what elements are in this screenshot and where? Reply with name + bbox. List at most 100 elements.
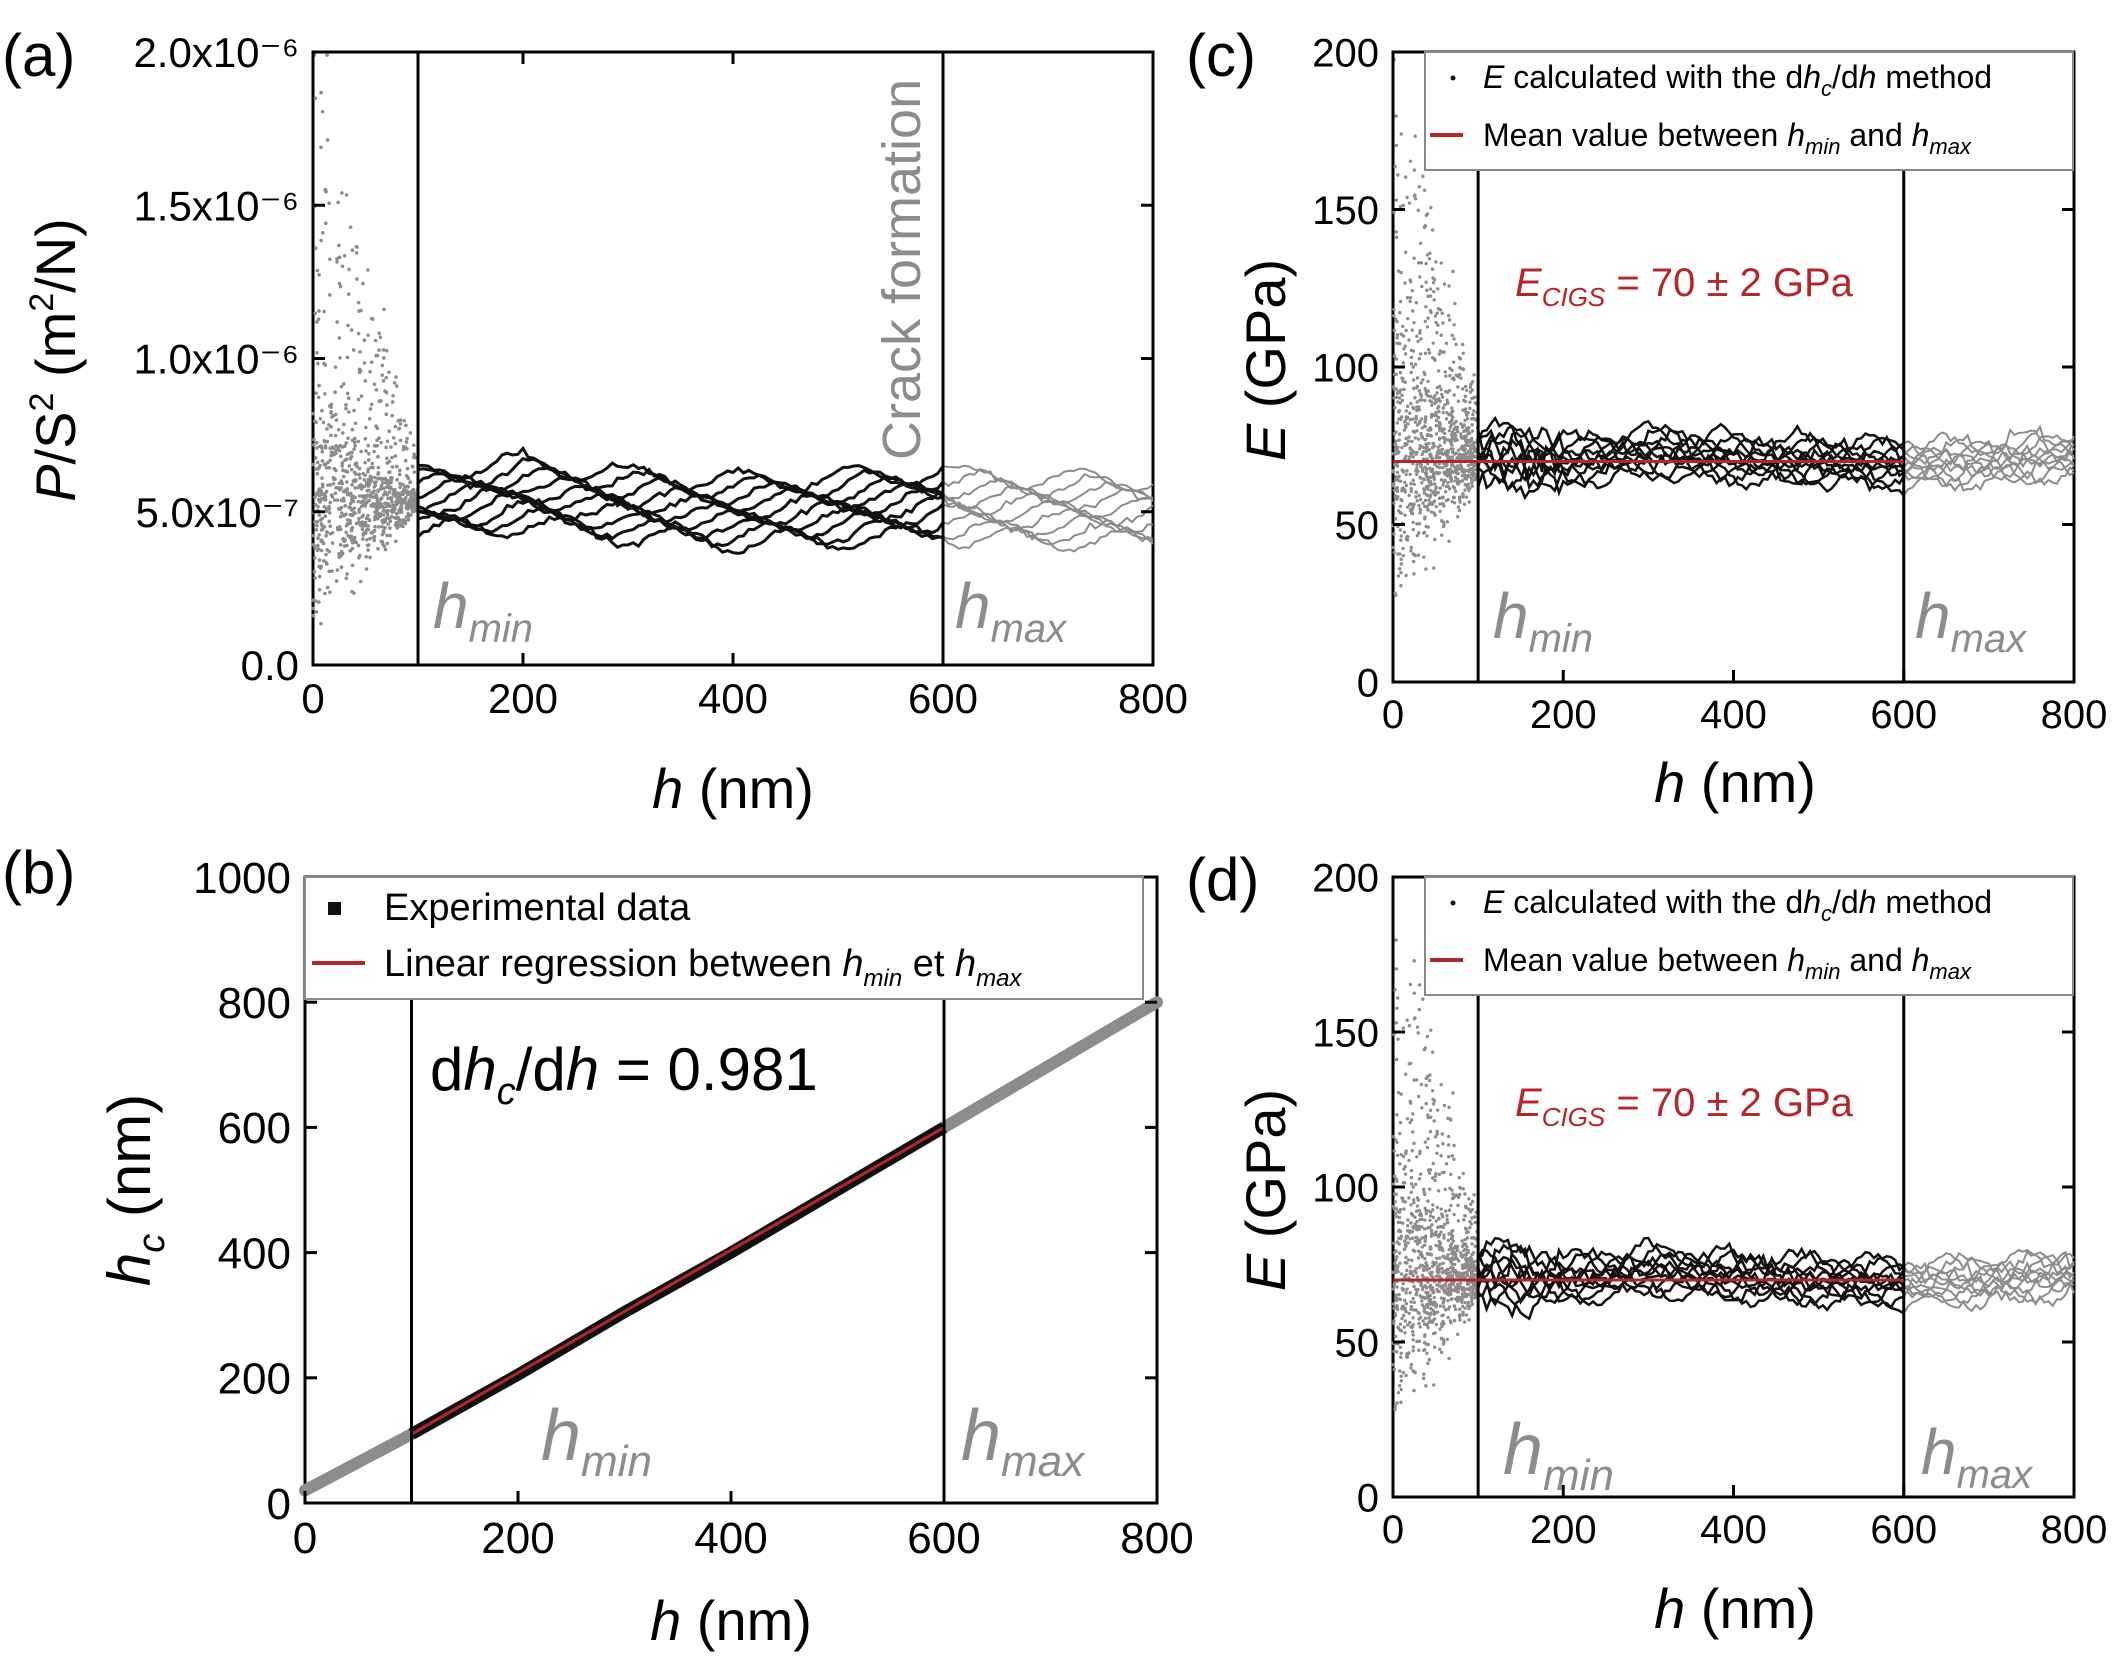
surface-point	[1464, 434, 1468, 438]
surface-point	[1425, 1311, 1430, 1316]
surface-point	[375, 498, 380, 503]
surface-point	[1473, 1220, 1477, 1225]
surface-point	[1399, 270, 1403, 275]
surface-point	[326, 483, 330, 487]
surface-point	[1404, 1373, 1408, 1378]
surface-point	[364, 528, 369, 532]
surface-point	[412, 470, 417, 474]
surface-point	[1399, 1092, 1403, 1096]
surface-point	[340, 511, 344, 515]
surface-point	[1428, 1247, 1432, 1251]
surface-point	[319, 90, 323, 95]
panel-a-hmin-annotation: hmin	[433, 570, 533, 651]
surface-point	[1429, 205, 1433, 210]
surface-point	[1442, 1236, 1446, 1240]
surface-point	[1460, 342, 1465, 347]
surface-point	[1396, 1037, 1400, 1041]
surface-point	[314, 528, 319, 532]
surface-point	[322, 504, 326, 509]
surface-point	[1413, 193, 1417, 197]
surface-point	[1410, 1325, 1414, 1329]
surface-point	[1391, 484, 1396, 488]
surface-point	[1471, 465, 1476, 469]
x-tick-label: 400	[1700, 693, 1767, 737]
surface-point	[1454, 342, 1458, 347]
surface-point	[412, 491, 417, 495]
surface-point	[344, 457, 349, 462]
surface-point	[316, 317, 321, 321]
surface-point	[315, 446, 319, 450]
surface-point	[331, 413, 336, 418]
surface-point	[385, 456, 389, 461]
surface-point	[1428, 1218, 1432, 1223]
surface-point	[347, 267, 351, 272]
surface-point	[1414, 405, 1419, 409]
surface-point	[395, 477, 399, 482]
surface-point	[1430, 403, 1434, 408]
surface-point	[1395, 1113, 1399, 1117]
x-tick-label: 800	[1118, 675, 1188, 722]
surface-point	[1420, 1273, 1425, 1278]
surface-point	[1426, 1113, 1430, 1117]
surface-point	[383, 490, 387, 495]
surface-point	[1408, 502, 1412, 507]
surface-point	[1456, 505, 1461, 509]
surface-point	[394, 502, 399, 507]
surface-point	[1470, 462, 1475, 467]
surface-point	[402, 498, 407, 503]
surface-point	[1468, 385, 1473, 390]
surface-point	[1444, 1268, 1448, 1273]
surface-point	[1429, 294, 1433, 298]
surface-point	[1418, 392, 1423, 396]
surface-point	[1425, 1268, 1429, 1272]
surface-point	[391, 393, 395, 398]
surface-point	[1463, 447, 1468, 451]
surface-point	[379, 399, 383, 403]
surface-point	[1467, 1207, 1471, 1211]
surface-point	[1404, 417, 1408, 421]
surface-point	[338, 454, 343, 459]
surface-point	[1447, 1287, 1451, 1291]
surface-point	[1418, 475, 1422, 480]
surface-point	[1447, 318, 1452, 322]
surface-point	[364, 554, 368, 559]
surface-point	[313, 520, 317, 524]
modulus-curve-grey	[1903, 443, 2075, 478]
curve-grey	[942, 477, 1154, 505]
surface-point	[1449, 1172, 1453, 1177]
surface-point	[1409, 482, 1413, 486]
surface-point	[1405, 404, 1410, 409]
curve-black	[417, 445, 945, 494]
surface-point	[1452, 1212, 1456, 1217]
surface-point	[1417, 1339, 1422, 1343]
surface-point	[1420, 1225, 1424, 1229]
surface-point	[1409, 348, 1414, 353]
surface-point	[311, 533, 316, 538]
surface-point	[338, 487, 342, 492]
surface-point	[1438, 422, 1443, 426]
surface-point	[1413, 197, 1418, 201]
surface-point	[371, 465, 375, 470]
panel-d-legend-label-mean: Mean value between hmin and hmax	[1483, 942, 1972, 984]
surface-point	[1400, 498, 1404, 503]
surface-point	[1436, 323, 1440, 327]
surface-point	[1469, 1290, 1474, 1294]
surface-point	[322, 361, 326, 366]
surface-point	[317, 558, 322, 562]
surface-point	[1460, 1292, 1465, 1296]
x-tick-label: 600	[908, 675, 978, 722]
surface-point	[1416, 1031, 1420, 1035]
surface-point	[1418, 352, 1423, 356]
surface-point	[1447, 539, 1451, 543]
surface-point	[369, 503, 373, 508]
surface-point	[1408, 418, 1412, 422]
surface-point	[365, 543, 370, 548]
surface-point	[322, 309, 326, 314]
surface-point	[1422, 1243, 1427, 1247]
surface-point	[1440, 395, 1445, 399]
surface-point	[325, 530, 329, 535]
surface-point	[1449, 410, 1454, 414]
surface-point	[1430, 502, 1435, 506]
surface-point	[1406, 422, 1410, 426]
surface-point	[1460, 1300, 1464, 1304]
